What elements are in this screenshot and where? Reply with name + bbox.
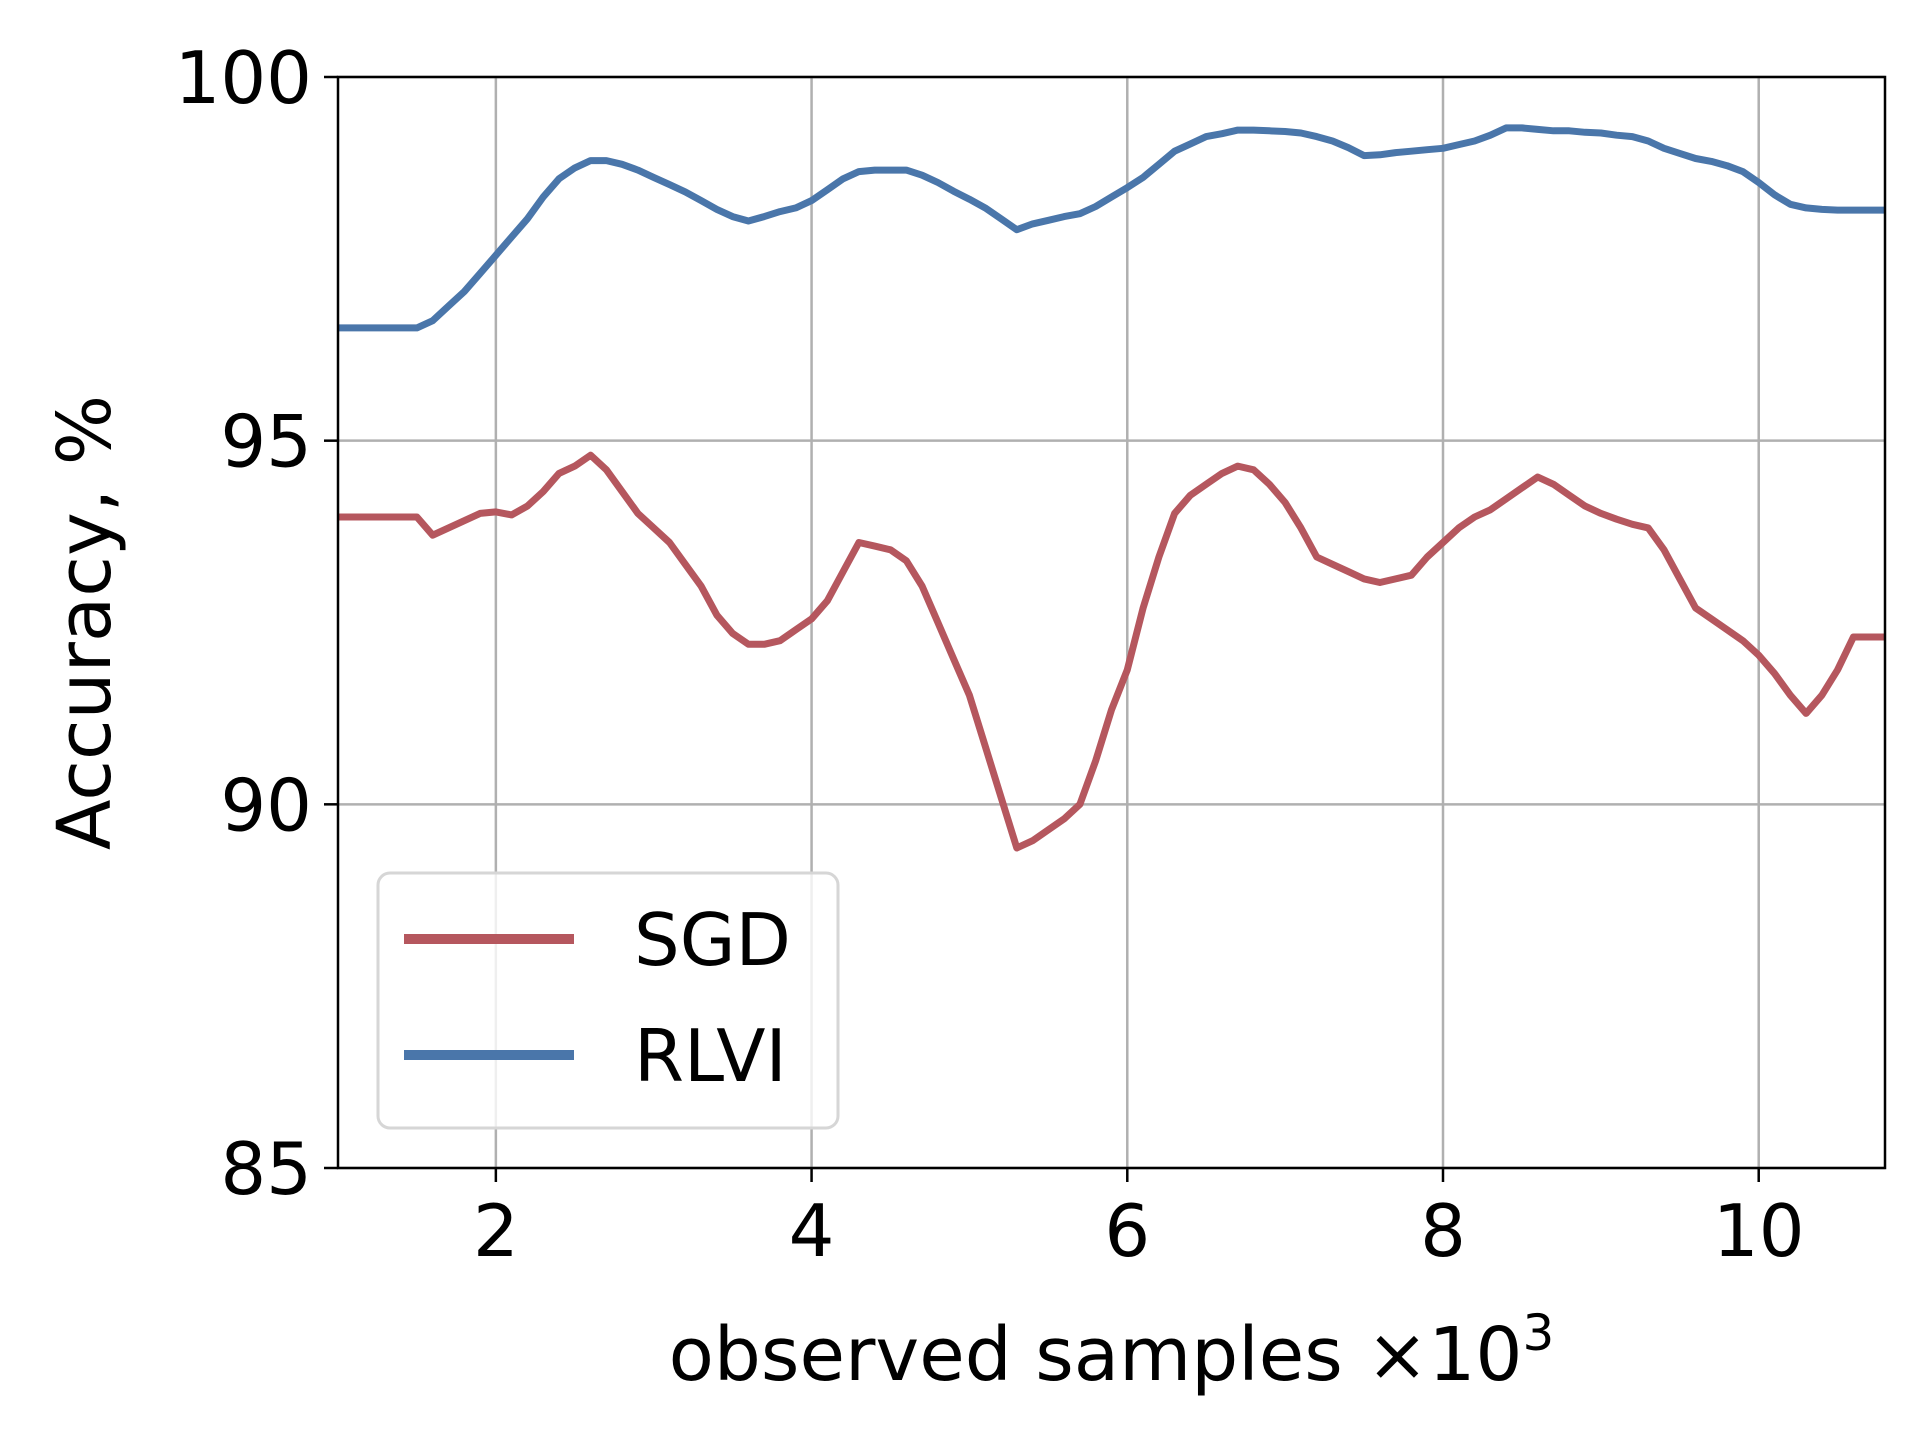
y-axis-title: Accuracy, %: [42, 395, 128, 850]
series-line-rlvi: [338, 124, 1885, 332]
plot-frame: [336, 75, 1887, 1170]
y-tick-label: 95: [220, 400, 312, 484]
x-tick-label: 8: [1420, 1189, 1466, 1273]
legend-label-sgd: SGD: [634, 898, 791, 982]
y-tick-label: 90: [220, 763, 312, 847]
series-line-sgd: [338, 451, 1885, 852]
x-axis-title-exponent: 3: [1523, 1304, 1555, 1362]
x-tick-label: 6: [1104, 1189, 1150, 1273]
series-layer: [338, 124, 1885, 852]
x-tick-label: 10: [1713, 1189, 1805, 1273]
x-axis-title-main: observed samples ×10: [669, 1312, 1523, 1398]
y-tick-label: 85: [220, 1127, 312, 1211]
x-tick-label: 2: [473, 1189, 519, 1273]
legend: SGD RLVI: [376, 871, 840, 1130]
x-axis-title: observed samples ×103: [669, 1304, 1555, 1398]
x-tick-label: 4: [789, 1189, 835, 1273]
y-tick-label: 100: [175, 36, 312, 120]
legend-label-rlvi: RLVI: [634, 1014, 787, 1098]
ticks: 2 4 6 8 10 85 90 95 100: [175, 36, 1805, 1273]
